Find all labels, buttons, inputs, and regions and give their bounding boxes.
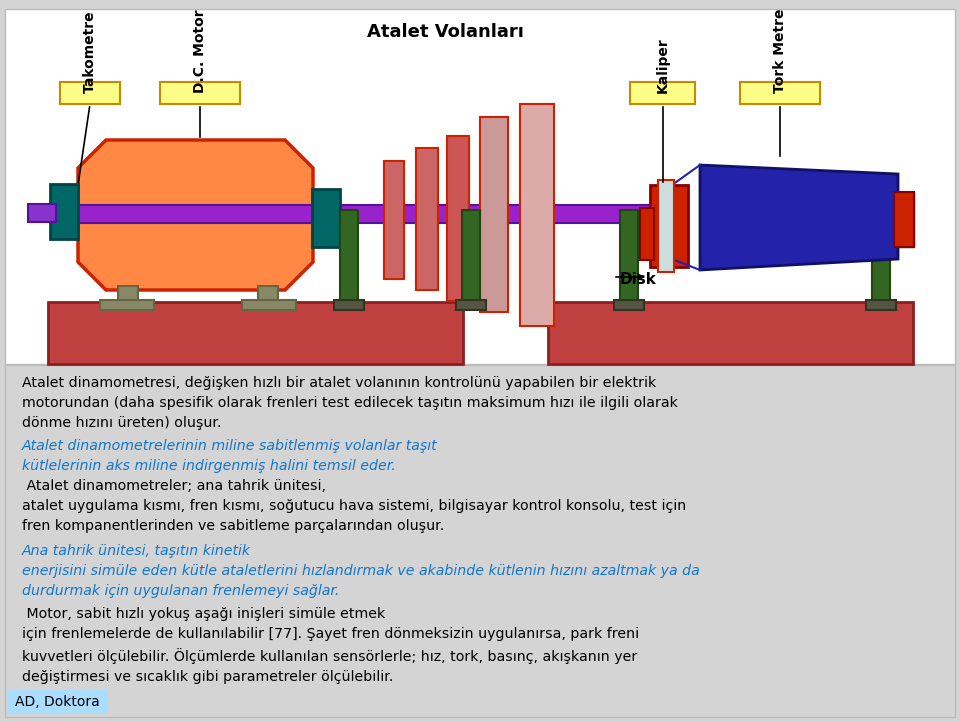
- Bar: [456, 300, 486, 310]
- Text: D.C. Motor: D.C. Motor: [193, 9, 207, 93]
- Bar: [5, 365, 955, 717]
- Bar: [100, 300, 154, 310]
- Bar: [28, 204, 56, 222]
- Bar: [866, 300, 896, 310]
- Bar: [872, 210, 890, 302]
- Text: Atalet dinamometreler; ana tahrik ünitesi,
atalet uygulama kısmı, fren kısmı, so: Atalet dinamometreler; ana tahrik ünites…: [22, 479, 686, 533]
- Bar: [50, 184, 78, 239]
- Text: Takometre: Takometre: [83, 10, 97, 93]
- Bar: [614, 300, 644, 310]
- Text: Tork Metre: Tork Metre: [773, 9, 787, 93]
- Bar: [462, 210, 480, 302]
- Bar: [640, 208, 654, 260]
- Text: Atalet dinamometrelerinin miline sabitlenmiş volanlar taşıt
kütlelerinin aks mil: Atalet dinamometrelerinin miline sabitle…: [22, 439, 438, 473]
- Bar: [8, 690, 108, 714]
- Text: Atalet dinamometresi, değişken hızlı bir atalet volanının kontrolünü yapabilen b: Atalet dinamometresi, değişken hızlı bir…: [22, 376, 678, 430]
- Text: Atalet Volanları: Atalet Volanları: [367, 23, 523, 41]
- Text: Motor, sabit hızlı yokuş aşağı inişleri simüle etmek
için frenlemelerde de kulla: Motor, sabit hızlı yokuş aşağı inişleri …: [22, 607, 639, 684]
- Bar: [650, 185, 688, 267]
- Bar: [118, 286, 138, 302]
- Bar: [258, 286, 278, 302]
- Bar: [520, 104, 554, 326]
- Bar: [548, 302, 913, 364]
- Bar: [56, 205, 661, 223]
- Bar: [160, 82, 240, 104]
- Text: Kaliper: Kaliper: [656, 38, 670, 93]
- Bar: [894, 192, 914, 247]
- Text: Disk: Disk: [619, 272, 657, 287]
- Text: Ana tahrik ünitesi, taşıtın kinetik
enerjisini simüle eden kütle ataletlerini hı: Ana tahrik ünitesi, taşıtın kinetik ener…: [22, 544, 700, 598]
- Bar: [416, 148, 438, 290]
- Bar: [5, 9, 955, 364]
- Bar: [242, 300, 296, 310]
- Bar: [48, 302, 463, 364]
- Text: AD, Doktora: AD, Doktora: [15, 695, 100, 709]
- Bar: [620, 210, 638, 302]
- Bar: [340, 210, 358, 302]
- Polygon shape: [700, 165, 898, 270]
- Bar: [447, 136, 469, 301]
- Bar: [480, 117, 508, 312]
- Polygon shape: [78, 140, 313, 290]
- Bar: [630, 82, 695, 104]
- Bar: [894, 192, 914, 247]
- Bar: [334, 300, 364, 310]
- Bar: [60, 82, 120, 104]
- Bar: [658, 180, 674, 272]
- Bar: [740, 82, 820, 104]
- Bar: [312, 189, 340, 247]
- Bar: [384, 161, 404, 279]
